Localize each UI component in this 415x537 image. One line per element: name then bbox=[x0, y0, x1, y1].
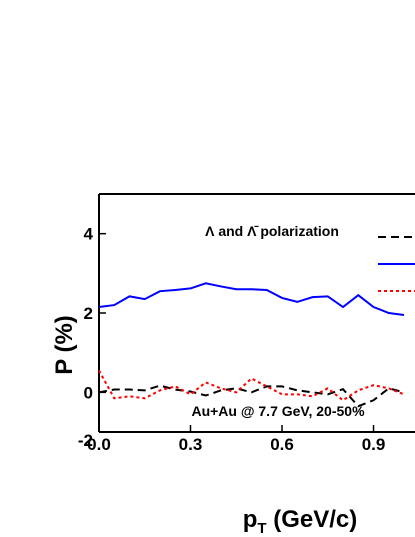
y-tick-label: -2 bbox=[78, 431, 93, 450]
x-tick-label: 0.3 bbox=[179, 435, 203, 454]
x-label-main: p bbox=[243, 506, 258, 533]
x-axis-label: pT (GeV/c) bbox=[243, 506, 358, 537]
series-line bbox=[98, 370, 405, 402]
annotation: Λ and Λ̄ polarization bbox=[205, 223, 339, 239]
x-tick-label: 0.9 bbox=[362, 435, 386, 454]
y-tick-label: 2 bbox=[84, 304, 93, 323]
series-line bbox=[98, 384, 405, 408]
x-tick-label: 0.6 bbox=[270, 435, 294, 454]
annotation: Au+Au @ 7.7 GeV, 20-50% bbox=[191, 403, 365, 419]
series-line bbox=[98, 282, 405, 316]
y-axis-label: P (%) bbox=[51, 315, 78, 375]
x-tick-label: 0.0 bbox=[87, 435, 111, 454]
y-tick-label: 4 bbox=[84, 225, 94, 244]
x-label-sub: T bbox=[257, 520, 266, 537]
x-label-unit: (GeV/c) bbox=[267, 506, 358, 533]
y-tick-label: 0 bbox=[84, 383, 93, 402]
